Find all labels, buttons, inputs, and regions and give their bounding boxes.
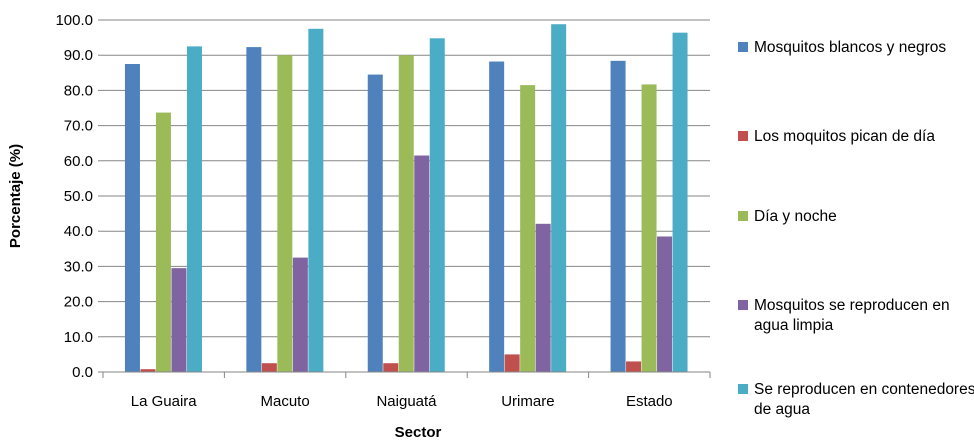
legend-item: Se reproducen en contenedores de agua [738,380,974,420]
bar [657,236,673,372]
bar [398,55,414,372]
x-tick-label: Urimare [501,393,554,410]
bar [186,46,202,373]
legend-item: Mosquitos se reproducen en agua limpia [738,296,974,336]
bar [171,268,187,372]
y-tick-label: 10.0 [64,329,93,346]
y-tick-label: 0.0 [72,364,93,381]
x-tick-label: Macuto [260,393,309,410]
legend-label: Mosquitos se reproducen en agua limpia [754,297,950,334]
x-axis-title: Sector [395,424,442,441]
bar [535,223,551,372]
bar [140,369,156,372]
x-tick-label: La Guaira [131,393,198,410]
bar [504,354,520,372]
bar [626,361,642,372]
bar [520,85,536,373]
x-tick-label: Naiguatá [376,393,437,410]
bar [277,55,293,372]
bar [429,38,445,372]
y-tick-label: 80.0 [64,82,93,99]
legend-label: Se reproducen en contenedores de agua [754,381,974,418]
legend-item: Los moquitos pican de día [738,127,974,147]
bar [641,84,657,372]
bar [489,61,505,372]
legend-item: Día y noche [738,207,974,227]
bar [246,47,262,372]
legend-label: Los moquitos pican de día [754,128,935,145]
bar [367,74,383,372]
legend-swatch [738,131,748,141]
bar [383,363,399,372]
y-axis-ticks: 0.0 10.0 20.0 30.0 40.0 50.0 60.0 70.0 80.0 90.0 1… [55,12,103,381]
y-tick-label: 70.0 [64,118,93,135]
bar [261,363,277,372]
y-tick-label: 60.0 [64,153,93,170]
y-tick-label: 100.0 [55,12,93,29]
bar [610,60,626,372]
bar [155,112,171,373]
legend-swatch [738,211,748,221]
y-tick-label: 40.0 [64,223,93,240]
bar [672,32,688,373]
legend-swatch [738,42,748,52]
y-tick-label: 30.0 [64,258,93,275]
y-tick-label: 90.0 [64,47,93,64]
y-tick-label: 50.0 [64,188,93,205]
x-axis-ticks: La Guaira Macuto Naiguatá Urimare Estado [102,372,711,410]
bar [292,257,308,372]
bar [414,155,430,372]
y-tick-label: 20.0 [64,294,93,311]
legend-swatch [738,300,748,310]
bar [551,24,567,372]
x-tick-label: Estado [626,393,673,410]
legend-label: Día y noche [754,208,837,225]
bars [124,24,688,373]
legend-swatch [738,384,748,394]
bar [308,28,324,373]
legend-label: Mosquitos blancos y negros [754,39,947,56]
y-axis-title: Porcentaje (%) [7,144,24,248]
legend: Mosquitos blancos y negros Los moquitos p… [738,0,974,441]
bar [124,64,140,372]
legend-item: Mosquitos blancos y negros [738,38,974,58]
